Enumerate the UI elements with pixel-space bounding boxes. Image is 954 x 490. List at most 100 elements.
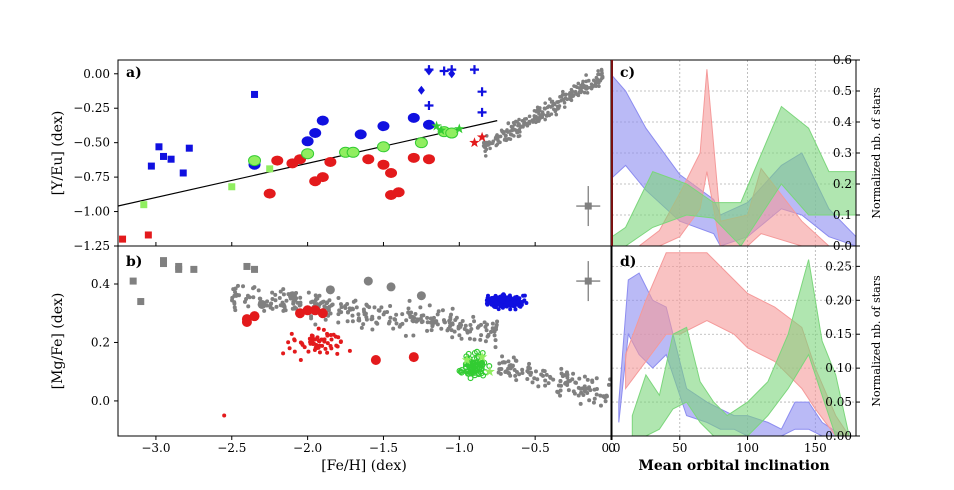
cluster-point [298,302,303,307]
big-gray-point [325,285,335,295]
data-point [179,169,187,177]
cluster-point [450,322,455,327]
xtick-label: 50 [672,441,687,455]
cluster-point [430,322,435,327]
cluster-point [388,303,393,308]
gray-point [503,133,508,138]
ytick-label: −0.50 [73,136,110,150]
cluster-point [540,373,545,378]
cluster-point [576,385,581,390]
data-point [417,85,425,95]
cluster-point [486,332,491,337]
cluster-point [323,317,328,322]
cluster-point [270,290,275,295]
green-star [484,366,495,377]
data-point [408,352,419,363]
cluster-point [317,339,322,344]
cluster-point [525,369,530,374]
gray-point [493,137,498,141]
cluster-point [381,312,386,317]
gray-point [561,89,565,94]
xtick-label: 100 [736,441,759,455]
cluster-point [421,313,426,318]
cluster-point [449,328,454,333]
gray-point [557,104,562,108]
data-point [266,165,274,173]
cluster-point [247,295,252,300]
cluster-point [287,346,292,351]
ytick-label: −0.25 [73,101,110,115]
data-point [362,154,375,165]
cluster-point [529,370,534,375]
data-point [301,136,314,147]
cluster-point [320,300,325,305]
data-point [190,265,198,273]
panel-a-plot [118,65,605,243]
data-point [295,308,306,319]
cluster-point [544,372,549,377]
data-point [392,187,405,198]
gray-point [554,112,559,117]
cluster-point [292,349,297,354]
cluster-point [495,319,500,324]
gray-point [505,137,510,141]
cluster-point [445,328,450,333]
gray-point [510,125,515,130]
gray-point [549,105,553,109]
data-point [425,66,433,76]
cluster-point [322,337,327,342]
cluster-point [306,349,311,354]
data-point [435,124,447,135]
cluster-point [493,293,498,298]
cluster-point [313,293,318,298]
gray-point [513,128,517,132]
cluster-point [274,304,279,309]
cluster-point [508,300,513,305]
data-point [144,231,152,239]
data-point [422,119,435,130]
cluster-point [457,333,462,338]
gray-point [599,67,604,72]
data-point [469,65,479,75]
gray-point [597,84,601,89]
cluster-point [350,319,355,324]
data-point [222,413,227,418]
cluster-point [298,358,303,363]
ytick-label: 0.2 [833,177,852,191]
cluster-point [377,315,382,320]
cluster-point [517,303,522,308]
cluster-point [326,308,331,313]
gray-point [575,85,579,90]
gray-point [549,112,554,116]
cluster-point [517,372,522,377]
gray-point [570,89,575,94]
gray-point [500,129,504,134]
cluster-point [256,288,261,293]
cluster-point [392,317,397,322]
cluster-point [497,361,502,366]
cluster-point [585,377,590,382]
cluster-point [598,403,603,408]
data-point [477,107,487,117]
gray-point [516,134,521,139]
data-point [346,146,360,158]
cluster-point [490,326,495,331]
cluster-point [459,336,464,341]
cluster-point [520,371,525,376]
cluster-point [527,366,532,371]
ytick-label: 0.25 [825,259,852,273]
cluster-point [574,380,579,385]
gray-point [504,129,509,133]
gray-point [511,120,516,125]
data-point [448,69,456,79]
cluster-point [281,287,286,292]
cluster-point [460,319,465,324]
xtick-label: −1.0 [445,441,474,455]
cluster-point [283,308,288,313]
cluster-point [492,333,497,338]
panel-b-label: b) [126,254,142,270]
big-gray-point [416,291,426,301]
cluster-point [394,312,399,317]
cluster-point [527,361,532,366]
cluster-point [337,308,342,313]
